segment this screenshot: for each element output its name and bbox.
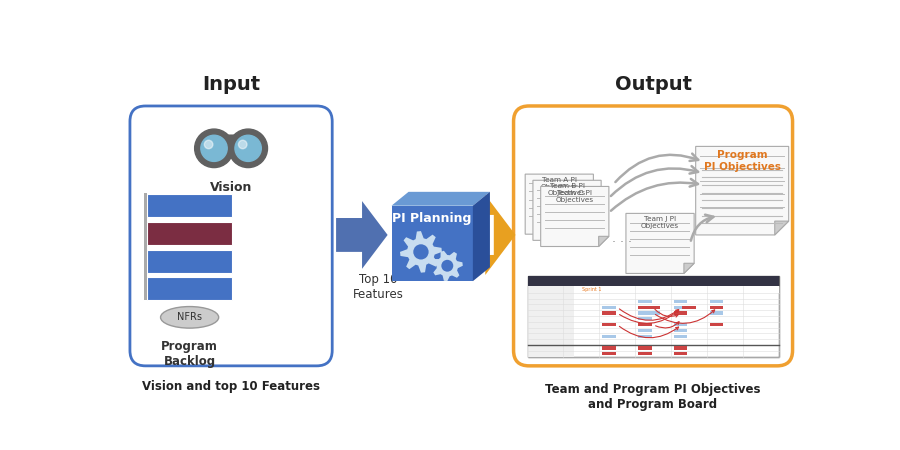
Polygon shape [392, 192, 490, 206]
Bar [392, 206, 472, 281]
Bar [710, 306, 724, 309]
Bar [674, 306, 688, 309]
Text: NFRs: NFRs [177, 312, 202, 322]
Polygon shape [485, 195, 516, 275]
Text: . . .: . . . [612, 232, 632, 245]
Polygon shape [583, 224, 593, 234]
Text: PI Planning: PI Planning [392, 212, 472, 225]
Polygon shape [472, 192, 490, 281]
Bar [638, 335, 652, 338]
Bar [527, 276, 778, 356]
Circle shape [229, 129, 267, 167]
Circle shape [441, 260, 454, 272]
Text: Top 10
Features: Top 10 Features [354, 274, 404, 302]
Text: Team and Program PI Objectives
and Program Board: Team and Program PI Objectives and Progr… [545, 383, 760, 411]
Bar [147, 222, 232, 245]
Polygon shape [696, 146, 788, 235]
Circle shape [194, 129, 233, 167]
Bar [147, 194, 232, 217]
Text: Program
PI Objectives: Program PI Objectives [704, 150, 780, 172]
Bar [646, 311, 660, 315]
Polygon shape [202, 135, 260, 144]
Circle shape [238, 140, 247, 148]
Polygon shape [775, 221, 788, 235]
Text: Team A PI
Objectives: Team A PI Objectives [540, 177, 579, 190]
Polygon shape [591, 230, 601, 240]
Polygon shape [432, 251, 463, 281]
Bar [646, 306, 660, 309]
Bar [674, 300, 688, 303]
Bar [638, 352, 652, 356]
Bar [674, 323, 688, 326]
Circle shape [201, 135, 227, 162]
Bar [638, 346, 652, 350]
FancyBboxPatch shape [514, 106, 793, 366]
Bar [602, 352, 616, 356]
Bar [674, 335, 688, 338]
Bar [602, 346, 616, 350]
Text: Output: Output [615, 76, 691, 94]
Polygon shape [533, 180, 601, 240]
Polygon shape [626, 213, 694, 274]
Bar [710, 323, 724, 326]
Polygon shape [541, 186, 609, 247]
Circle shape [235, 135, 261, 162]
Bar [147, 250, 232, 273]
Bar [527, 286, 574, 356]
Bar [602, 323, 616, 326]
Bar [147, 277, 232, 301]
Bar [674, 352, 688, 356]
Polygon shape [526, 174, 593, 234]
Bar [527, 286, 778, 292]
Bar [638, 329, 652, 332]
Text: Input: Input [202, 76, 260, 94]
Bar [638, 323, 652, 326]
Text: Team J PI
Objectives: Team J PI Objectives [641, 216, 680, 230]
Polygon shape [400, 231, 442, 273]
Bar [638, 300, 652, 303]
Bar [602, 335, 616, 338]
Polygon shape [684, 263, 694, 274]
Text: Team C PI
Objectives: Team C PI Objectives [555, 189, 594, 202]
Text: Team B PI
Objectives: Team B PI Objectives [548, 183, 586, 196]
Bar [527, 276, 778, 286]
Bar [710, 300, 724, 303]
FancyBboxPatch shape [221, 145, 240, 155]
Bar [638, 317, 652, 320]
Bar [682, 306, 696, 309]
Text: Program
Backlog: Program Backlog [161, 341, 218, 369]
Bar [638, 306, 652, 309]
Ellipse shape [160, 306, 219, 328]
Bar [674, 346, 688, 350]
Polygon shape [598, 236, 609, 247]
Circle shape [204, 140, 213, 148]
Text: Sprint 1: Sprint 1 [582, 287, 602, 292]
Bar [602, 311, 616, 315]
Circle shape [413, 244, 428, 260]
Bar [674, 311, 688, 315]
Bar [144, 193, 147, 301]
Bar [674, 329, 688, 332]
Polygon shape [336, 201, 388, 269]
Bar [638, 311, 652, 315]
Text: Vision and top 10 Features: Vision and top 10 Features [142, 380, 320, 393]
Bar [602, 306, 616, 309]
Text: Vision: Vision [210, 180, 252, 194]
FancyBboxPatch shape [130, 106, 332, 366]
Bar [710, 311, 724, 315]
